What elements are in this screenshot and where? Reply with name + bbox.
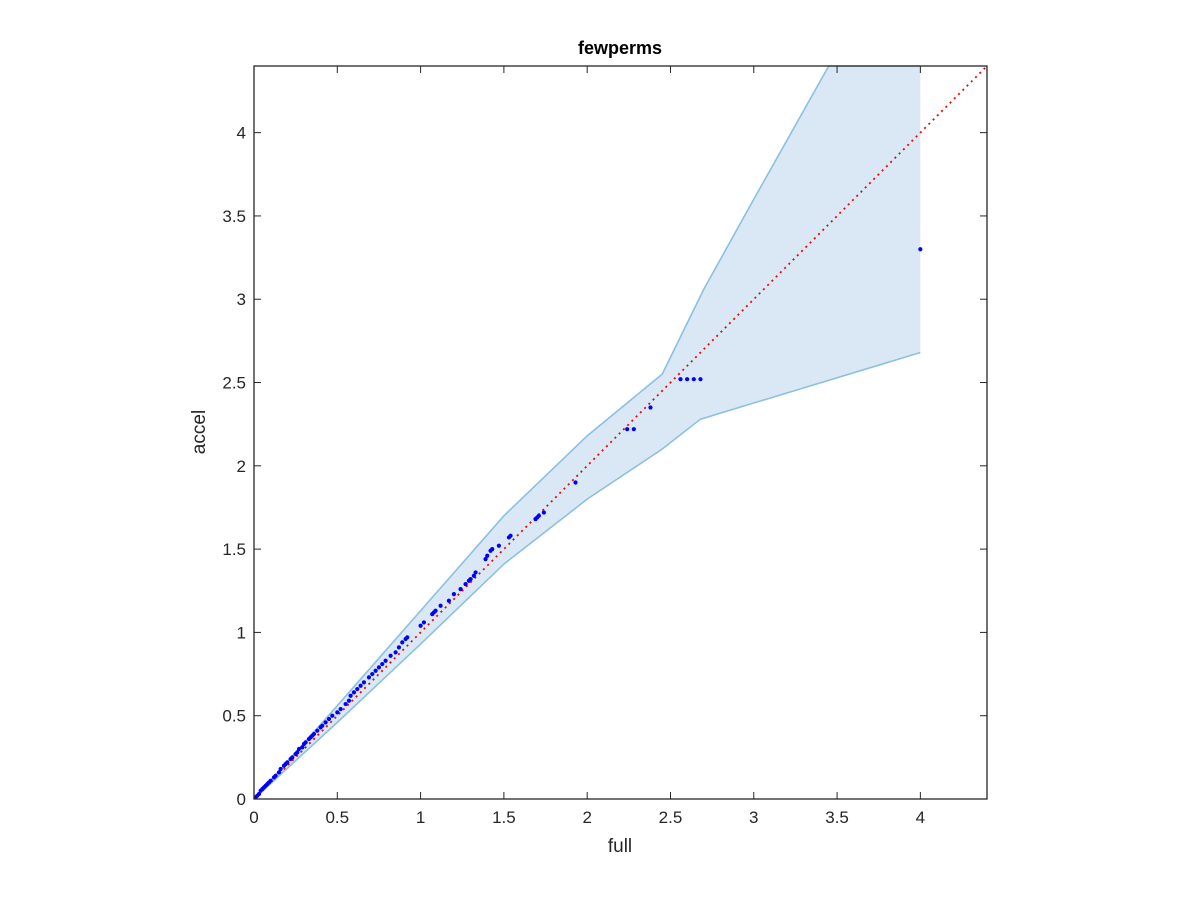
data-point [323, 720, 328, 725]
band-upper-edge [253, 65, 921, 800]
x-tick-label: 3.5 [825, 808, 849, 827]
data-point [343, 701, 348, 707]
data-point [370, 671, 375, 677]
axes-frame [253, 65, 988, 800]
data-point [483, 557, 488, 562]
x-tick-label: 1 [416, 808, 425, 827]
data-point [691, 377, 696, 382]
data-point [573, 480, 578, 485]
data-point [451, 591, 457, 597]
data-point [648, 405, 653, 410]
data-point [473, 570, 478, 575]
x-tick-label: 1.5 [492, 808, 516, 827]
data-point [490, 547, 495, 552]
data-point [366, 675, 372, 680]
x-tick-label: 3 [749, 808, 758, 827]
data-point [348, 693, 353, 698]
x-tick-label: 4 [916, 808, 925, 827]
data-point [330, 713, 335, 718]
band-lower-edge [253, 351, 921, 800]
data-point [625, 427, 630, 432]
data-point [383, 658, 388, 663]
data-point [438, 603, 443, 608]
data-point [396, 645, 402, 650]
data-point [536, 513, 541, 518]
data-point [485, 553, 490, 558]
data-point [303, 740, 308, 745]
y-tick-label: 1 [237, 623, 246, 642]
data-point [698, 377, 703, 382]
data-point [393, 650, 398, 655]
axis-ticks: 0 0.5 1 1.5 2 2.5 3 3.5 4 0 0.5 1 1.5 2 2.5 3 3.5 4 [222, 66, 987, 827]
data-point [678, 377, 683, 382]
data-point [400, 640, 405, 645]
data-point [355, 686, 360, 692]
data-point [376, 665, 382, 670]
y-tick-label: 2 [237, 457, 246, 476]
data-point [296, 746, 302, 752]
plot-area [253, 65, 988, 800]
data-point [256, 791, 262, 797]
x-tick-label: 0 [249, 808, 258, 827]
data-point [290, 755, 295, 760]
data-point [918, 247, 923, 252]
data-point [446, 598, 452, 603]
data-point [273, 773, 278, 778]
y-tick-label: 1.5 [222, 540, 246, 559]
confidence-band [254, 66, 921, 799]
data-point [361, 680, 367, 685]
data-point [421, 620, 427, 625]
data-point [508, 533, 513, 538]
x-axis-label: full [608, 836, 632, 857]
data-point [346, 698, 352, 703]
data-point [471, 573, 476, 578]
y-tick-label: 0 [237, 790, 246, 809]
data-point [685, 377, 690, 382]
y-tick-label: 3.5 [222, 207, 246, 226]
data-point [541, 510, 546, 515]
x-tick-label: 2.5 [659, 808, 683, 827]
data-point [335, 710, 340, 715]
data-point [496, 543, 501, 548]
x-tick-label: 0.5 [325, 808, 349, 827]
data-point [326, 716, 332, 722]
data-point [388, 653, 393, 658]
data-point [285, 760, 290, 765]
y-tick-label: 3 [237, 290, 246, 309]
data-point [268, 778, 273, 783]
x-tick-label: 2 [582, 808, 591, 827]
data-point [311, 731, 317, 737]
data-point [300, 745, 305, 750]
data-point [418, 623, 423, 628]
data-point [295, 750, 300, 755]
chart-title: fewperms [578, 38, 662, 58]
data-point [358, 683, 363, 688]
data-point [351, 690, 357, 695]
data-point [458, 586, 463, 592]
y-axis-label: accel [189, 410, 210, 454]
y-tick-label: 4 [237, 124, 246, 143]
y-tick-label: 0.5 [222, 707, 246, 726]
data-point [463, 581, 468, 587]
data-point [380, 661, 385, 667]
data-point [631, 427, 636, 432]
y-tick-label: 2.5 [222, 374, 246, 393]
data-point [276, 770, 282, 775]
data-point [338, 706, 343, 712]
data-point [468, 577, 473, 582]
data-point [278, 766, 283, 772]
data-point [433, 608, 438, 613]
data-point [373, 668, 378, 673]
data-point [320, 723, 325, 728]
data-point [405, 635, 410, 640]
data-point [315, 728, 320, 733]
